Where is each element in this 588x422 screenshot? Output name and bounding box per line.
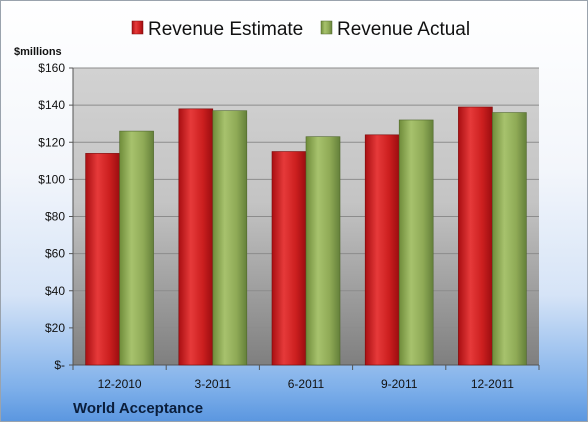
y-tick-labels: $- $20 $40 $60 $80 $100 $120 $140 $160 bbox=[38, 61, 73, 372]
y-tick-label: $40 bbox=[45, 284, 65, 298]
bar-revenue-actual bbox=[398, 119, 434, 366]
bar-revenue-estimate bbox=[458, 106, 493, 366]
x-tick-label: 3-2011 bbox=[195, 377, 232, 391]
y-tick-label: $60 bbox=[45, 247, 65, 261]
y-tick-label: $140 bbox=[38, 98, 65, 112]
y-tick-label: $100 bbox=[38, 172, 65, 186]
y-tick-label: $- bbox=[54, 358, 65, 372]
y-tick-label: $160 bbox=[38, 61, 65, 75]
y-tick-label: $20 bbox=[45, 321, 65, 335]
bar-revenue-estimate bbox=[178, 108, 214, 366]
legend-label-estimate: Revenue Estimate bbox=[148, 19, 303, 40]
x-tick-label: 12-2010 bbox=[98, 377, 142, 391]
legend-swatch-actual bbox=[320, 20, 333, 35]
legend: Revenue Estimate Revenue Actual bbox=[131, 19, 470, 40]
bar-revenue-estimate bbox=[364, 134, 400, 366]
x-tick-label: 6-2011 bbox=[288, 377, 325, 391]
bar-revenue-estimate bbox=[271, 151, 307, 366]
bars bbox=[85, 106, 527, 366]
legend-label-actual: Revenue Actual bbox=[337, 19, 470, 40]
bar-revenue-estimate bbox=[85, 153, 120, 366]
legend-swatch-estimate bbox=[131, 20, 144, 35]
bar-revenue-actual bbox=[212, 110, 248, 366]
company-name: World Acceptance bbox=[73, 400, 203, 417]
x-tick-label: 9-2011 bbox=[381, 377, 418, 391]
y-axis-unit-label: $millions bbox=[14, 46, 62, 58]
x-tick-labels: 12-2010 3-2011 6-2011 9-2011 12-2011 bbox=[72, 365, 540, 391]
y-tick-label: $120 bbox=[38, 135, 65, 149]
x-tick-label: 12-2011 bbox=[471, 377, 514, 391]
bar-revenue-actual bbox=[492, 112, 527, 366]
bar-revenue-actual bbox=[305, 136, 341, 366]
y-tick-label: $80 bbox=[45, 210, 65, 224]
bar-revenue-actual bbox=[119, 130, 154, 366]
